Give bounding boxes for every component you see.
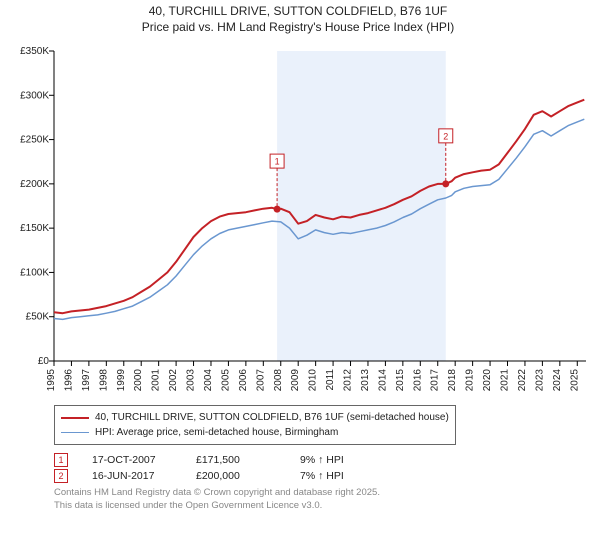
svg-text:2010: 2010 (308, 369, 319, 392)
svg-text:£300K: £300K (20, 90, 49, 101)
legend-item: 40, TURCHILL DRIVE, SUTTON COLDFIELD, B7… (61, 410, 449, 425)
svg-text:2002: 2002 (168, 369, 179, 392)
svg-text:2000: 2000 (133, 369, 144, 392)
legend-swatch (61, 432, 89, 433)
annotation-row: 2 16-JUN-2017 £200,000 7% ↑ HPI (54, 469, 584, 483)
svg-text:2012: 2012 (343, 369, 354, 392)
footer-line-1: Contains HM Land Registry data © Crown c… (54, 487, 584, 499)
svg-text:2018: 2018 (447, 369, 458, 392)
annotation-row: 1 17-OCT-2007 £171,500 9% ↑ HPI (54, 453, 584, 467)
svg-text:1998: 1998 (98, 369, 109, 392)
svg-text:2019: 2019 (465, 369, 476, 392)
svg-text:2021: 2021 (500, 369, 511, 392)
annotation-change: 7% ↑ HPI (300, 470, 380, 482)
svg-text:1996: 1996 (63, 369, 74, 392)
svg-text:£0: £0 (38, 356, 50, 367)
annotation-table: 1 17-OCT-2007 £171,500 9% ↑ HPI 2 16-JUN-2017… (54, 453, 584, 483)
legend-item: HPI: Average price, semi-detached house,… (61, 425, 449, 440)
svg-text:2008: 2008 (273, 369, 284, 392)
svg-text:2007: 2007 (255, 369, 266, 392)
footer-line-2: This data is licensed under the Open Gov… (54, 500, 584, 512)
svg-text:2009: 2009 (290, 369, 301, 392)
annotation-change: 9% ↑ HPI (300, 454, 380, 466)
chart-title: 40, TURCHILL DRIVE, SUTTON COLDFIELD, B7… (4, 4, 592, 35)
svg-text:2024: 2024 (552, 369, 563, 392)
svg-text:2016: 2016 (412, 369, 423, 392)
footer-attribution: Contains HM Land Registry data © Crown c… (54, 487, 584, 512)
svg-text:2023: 2023 (534, 369, 545, 392)
svg-text:1995: 1995 (46, 369, 57, 392)
annotation-marker: 2 (54, 469, 68, 483)
svg-text:1997: 1997 (81, 369, 92, 392)
annotation-price: £200,000 (196, 470, 276, 482)
svg-text:1: 1 (275, 157, 280, 167)
svg-text:£100K: £100K (20, 268, 49, 279)
svg-text:£350K: £350K (20, 46, 49, 57)
svg-text:2020: 2020 (482, 369, 493, 392)
svg-text:2005: 2005 (220, 369, 231, 392)
svg-text:2: 2 (443, 132, 448, 142)
title-line-2: Price paid vs. HM Land Registry's House … (4, 20, 592, 36)
svg-text:2017: 2017 (430, 369, 441, 392)
svg-text:2003: 2003 (186, 369, 197, 392)
line-chart: £0 £50K £100K £150K £200K £250K £300K £350K 1995… (4, 41, 592, 401)
chart-container: 40, TURCHILL DRIVE, SUTTON COLDFIELD, B7… (0, 0, 600, 560)
annotation-marker: 1 (54, 453, 68, 467)
legend: 40, TURCHILL DRIVE, SUTTON COLDFIELD, B7… (54, 405, 456, 445)
legend-label: 40, TURCHILL DRIVE, SUTTON COLDFIELD, B7… (95, 410, 449, 425)
legend-label: HPI: Average price, semi-detached house,… (95, 425, 338, 440)
svg-text:2011: 2011 (325, 369, 336, 391)
svg-text:£50K: £50K (26, 312, 50, 323)
title-line-1: 40, TURCHILL DRIVE, SUTTON COLDFIELD, B7… (4, 4, 592, 20)
svg-text:2014: 2014 (377, 369, 388, 392)
svg-text:2015: 2015 (395, 369, 406, 392)
svg-text:2004: 2004 (203, 369, 214, 392)
svg-text:£200K: £200K (20, 179, 49, 190)
annotation-date: 16-JUN-2017 (92, 470, 172, 482)
chart-area: £0 £50K £100K £150K £200K £250K £300K £350K 1995… (4, 41, 592, 401)
svg-text:2006: 2006 (238, 369, 249, 392)
svg-text:2013: 2013 (360, 369, 371, 392)
legend-swatch (61, 417, 89, 419)
svg-text:2001: 2001 (151, 369, 162, 392)
annotation-date: 17-OCT-2007 (92, 454, 172, 466)
svg-text:£250K: £250K (20, 135, 49, 146)
svg-text:2025: 2025 (569, 369, 580, 392)
svg-text:1999: 1999 (116, 369, 127, 392)
annotation-price: £171,500 (196, 454, 276, 466)
svg-text:2022: 2022 (517, 369, 528, 392)
svg-text:£150K: £150K (20, 223, 49, 234)
